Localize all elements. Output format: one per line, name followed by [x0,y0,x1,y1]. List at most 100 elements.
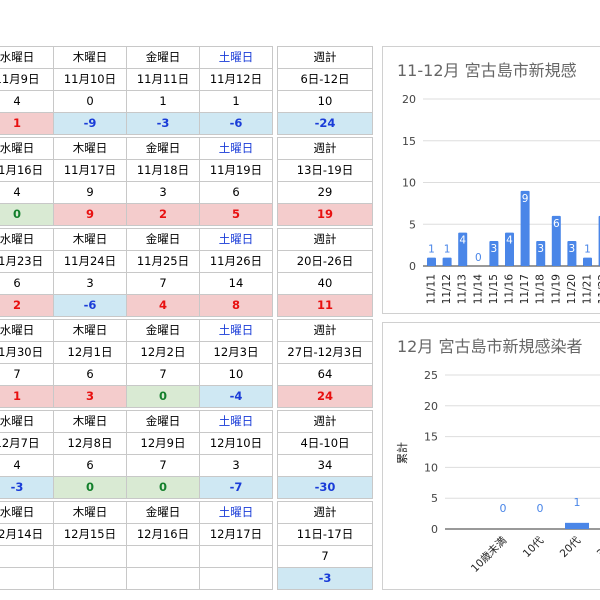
weekday-header: 水曜日 [0,228,54,251]
bar [583,257,592,266]
weekday-header: 水曜日 [0,46,54,69]
date-cell: 11月24日 [53,250,127,273]
weekly-total-diff: -3 [277,567,373,590]
y-tick-label: 15 [402,135,416,148]
weekly-total-diff: -24 [277,112,373,135]
week-1-dates-row: 11月9日11月10日11月11日11月12日 [0,68,273,91]
weekday-header: 金曜日 [126,319,200,342]
weekly-total-row: 週計 [277,501,373,524]
x-tick-label: 20代 [558,534,584,560]
weekly-total-row: 7 [277,545,373,568]
weekly-total-row: 20日-26日 [277,250,373,273]
weekday-header: 土曜日 [199,319,273,342]
diff-cell: -3 [126,112,200,135]
week-5-days-row: 水曜日 木曜日 金曜日 土曜日 [0,410,273,433]
data-label: 1 [574,496,581,509]
weekly-total-range: 11日-17日 [277,523,373,546]
weekday-header: 水曜日 [0,137,54,160]
weekday-header: 水曜日 [0,410,54,433]
chart-title-nov-dec: 11-12月 宮古島市新規感 [397,61,577,80]
bar [520,190,530,266]
weekly-total-diff: 11 [277,294,373,317]
x-tick-label: 11/22 [597,274,600,304]
weekday-header: 水曜日 [0,319,54,342]
week-5-dates-row: 12月7日12月8日12月9日12月10日 [0,432,273,455]
count-cell: 7 [0,363,54,386]
x-tick-label: 10歳未満 [469,534,510,575]
date-cell: 11月9日 [0,68,54,91]
data-label: 4 [459,235,466,247]
weekly-total-table-1: 週計 6日-12日 10 -24 [277,46,373,135]
week-5-diffs-row: -3 0 0 -7 [0,476,273,499]
count-cell: 7 [126,363,200,386]
date-cell: 11月25日 [126,250,200,273]
date-cell: 11月17日 [53,159,127,182]
count-cell: 7 [126,454,200,477]
weekly-total-table-2: 週計 13日-19日 29 19 [277,137,373,226]
count-cell: 10 [199,363,273,386]
weekly-total-header: 週計 [277,228,373,251]
weekday-header: 木曜日 [53,46,127,69]
data-label: 3 [537,243,544,255]
weekly-total-table-4: 週計 27日-12月3日 64 24 [277,319,373,408]
weekday-header: 土曜日 [199,501,273,524]
date-cell: 12月15日 [53,523,127,546]
date-cell: 11月18日 [126,159,200,182]
data-label: 0 [537,502,544,515]
count-cell [0,545,54,568]
diff-cell: -7 [199,476,273,499]
diff-cell: 1 [0,112,54,135]
count-cell [126,545,200,568]
weekly-total-row: -30 [277,476,373,499]
y-tick-label: 5 [409,218,416,231]
week-4-days-row: 水曜日 木曜日 金曜日 土曜日 [0,319,273,342]
weekly-total-row: 27日-12月3日 [277,341,373,364]
count-cell: 3 [199,454,273,477]
weekly-total-header: 週計 [277,46,373,69]
bar [536,240,546,266]
data-label: 1 [428,244,435,256]
week-4-diffs-row: 1 3 0 -4 [0,385,273,408]
weekday-header: 金曜日 [126,501,200,524]
weekly-total-count: 40 [277,272,373,295]
date-cell: 12月14日 [0,523,54,546]
y-tick-label: 0 [409,260,416,273]
week-table-5: 水曜日木曜日金曜日土曜日12月7日12月8日12月9日12月10日4673-30… [0,410,273,499]
diff-cell: 1 [0,385,54,408]
diff-cell: -6 [53,294,127,317]
y-tick-label: 5 [431,492,438,505]
weekly-total-row: 24 [277,385,373,408]
diff-cell [0,567,54,590]
diff-cell: 5 [199,203,273,226]
weekly-total-header: 週計 [277,410,373,433]
week-3-days-row: 水曜日 木曜日 金曜日 土曜日 [0,228,273,251]
bar [427,257,436,266]
count-cell: 3 [126,181,200,204]
diff-cell: 9 [53,203,127,226]
x-tick-label: 11/13 [457,274,469,304]
diff-cell: 0 [53,476,127,499]
weekly-total-row: 6日-12日 [277,68,373,91]
count-cell: 6 [0,272,54,295]
y-tick-label: 15 [424,431,438,444]
diff-cell: -3 [0,476,54,499]
data-label: 1 [584,244,591,256]
x-tick-label: 11/19 [550,274,562,304]
weekly-total-table-5: 週計 4日-10日 34 -30 [277,410,373,499]
data-label: 0 [500,502,507,515]
data-label: 6 [553,218,560,230]
weekly-total-row: 週計 [277,319,373,342]
x-tick-label: 11/18 [535,274,547,304]
diff-cell: 0 [126,385,200,408]
diff-cell: -9 [53,112,127,135]
weekly-total-table-6: 週計 11日-17日 7 -3 [277,501,373,590]
x-tick-label: 11/20 [566,274,578,304]
count-cell: 6 [199,181,273,204]
week-6-days-row: 水曜日 木曜日 金曜日 土曜日 [0,501,273,524]
data-label: 3 [491,243,498,255]
y-tick-label: 0 [431,523,438,536]
weekday-header: 金曜日 [126,228,200,251]
diff-cell: 2 [0,294,54,317]
